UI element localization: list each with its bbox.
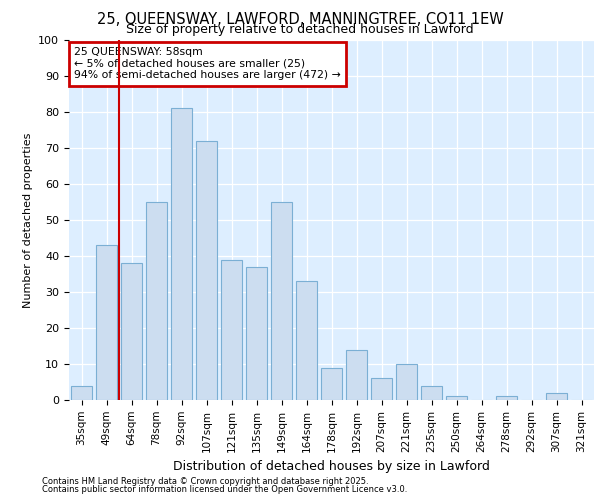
- Bar: [96, 245, 117, 400]
- Bar: [71, 386, 92, 400]
- Text: 25 QUEENSWAY: 58sqm
← 5% of detached houses are smaller (25)
94% of semi-detache: 25 QUEENSWAY: 58sqm ← 5% of detached hou…: [74, 47, 341, 80]
- Bar: [121, 263, 142, 400]
- Bar: [171, 108, 192, 400]
- Bar: [321, 368, 342, 400]
- Text: Contains public sector information licensed under the Open Government Licence v3: Contains public sector information licen…: [42, 485, 407, 494]
- Bar: [496, 396, 517, 400]
- Text: 25, QUEENSWAY, LAWFORD, MANNINGTREE, CO11 1EW: 25, QUEENSWAY, LAWFORD, MANNINGTREE, CO1…: [97, 12, 503, 28]
- Bar: [396, 364, 417, 400]
- Bar: [371, 378, 392, 400]
- Bar: [221, 260, 242, 400]
- Bar: [146, 202, 167, 400]
- Bar: [421, 386, 442, 400]
- Text: Size of property relative to detached houses in Lawford: Size of property relative to detached ho…: [126, 22, 474, 36]
- Bar: [196, 141, 217, 400]
- Bar: [546, 393, 567, 400]
- Bar: [271, 202, 292, 400]
- Text: Contains HM Land Registry data © Crown copyright and database right 2025.: Contains HM Land Registry data © Crown c…: [42, 477, 368, 486]
- X-axis label: Distribution of detached houses by size in Lawford: Distribution of detached houses by size …: [173, 460, 490, 473]
- Bar: [246, 267, 267, 400]
- Y-axis label: Number of detached properties: Number of detached properties: [23, 132, 33, 308]
- Bar: [446, 396, 467, 400]
- Bar: [296, 281, 317, 400]
- Bar: [346, 350, 367, 400]
